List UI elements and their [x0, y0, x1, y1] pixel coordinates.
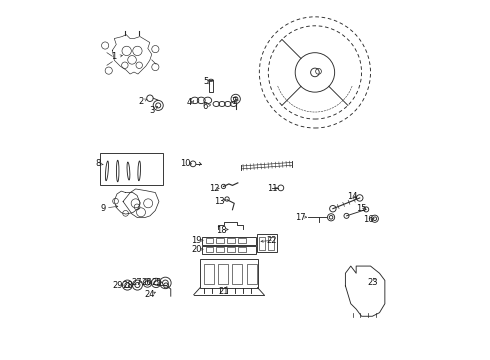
Text: 21: 21: [218, 287, 229, 296]
Bar: [259, 237, 265, 249]
Bar: [209, 80, 214, 92]
Text: 12: 12: [209, 184, 220, 193]
Bar: [257, 234, 276, 252]
Text: 16: 16: [364, 215, 374, 224]
Bar: [216, 247, 224, 252]
Text: 20: 20: [191, 246, 202, 255]
Bar: [238, 247, 245, 252]
Text: 10: 10: [181, 159, 191, 168]
Text: 2: 2: [138, 96, 144, 105]
Bar: [227, 247, 235, 252]
Text: 8: 8: [95, 159, 100, 168]
Text: 14: 14: [347, 192, 358, 201]
Text: 19: 19: [191, 237, 202, 246]
Text: 26: 26: [141, 278, 152, 287]
Text: 11: 11: [267, 184, 277, 193]
Bar: [205, 247, 214, 252]
Text: 3: 3: [149, 105, 154, 114]
Bar: [205, 238, 214, 243]
Text: 7: 7: [232, 96, 237, 105]
Bar: [227, 238, 235, 243]
Text: 1: 1: [112, 52, 117, 61]
Bar: [204, 264, 214, 284]
Text: 15: 15: [356, 204, 367, 213]
Text: 23: 23: [367, 278, 378, 287]
Text: 28: 28: [122, 281, 133, 290]
Text: 22: 22: [267, 237, 277, 246]
Text: 5: 5: [203, 77, 208, 86]
Bar: [268, 237, 274, 249]
Bar: [218, 264, 228, 284]
Text: 9: 9: [101, 204, 106, 213]
Bar: [200, 259, 258, 288]
Text: 4: 4: [187, 98, 192, 107]
Text: 6: 6: [203, 102, 208, 111]
Text: 13: 13: [215, 197, 225, 206]
Bar: [202, 237, 256, 244]
Bar: [232, 264, 243, 284]
Bar: [216, 238, 224, 243]
Bar: [100, 153, 163, 185]
Text: 29: 29: [112, 281, 123, 290]
Text: 18: 18: [217, 226, 227, 235]
Text: 25: 25: [152, 278, 162, 287]
Text: 24: 24: [145, 290, 155, 299]
Text: 27: 27: [131, 278, 142, 287]
Text: 17: 17: [295, 213, 306, 222]
Bar: [238, 238, 245, 243]
Bar: [202, 246, 256, 253]
Bar: [247, 264, 257, 284]
